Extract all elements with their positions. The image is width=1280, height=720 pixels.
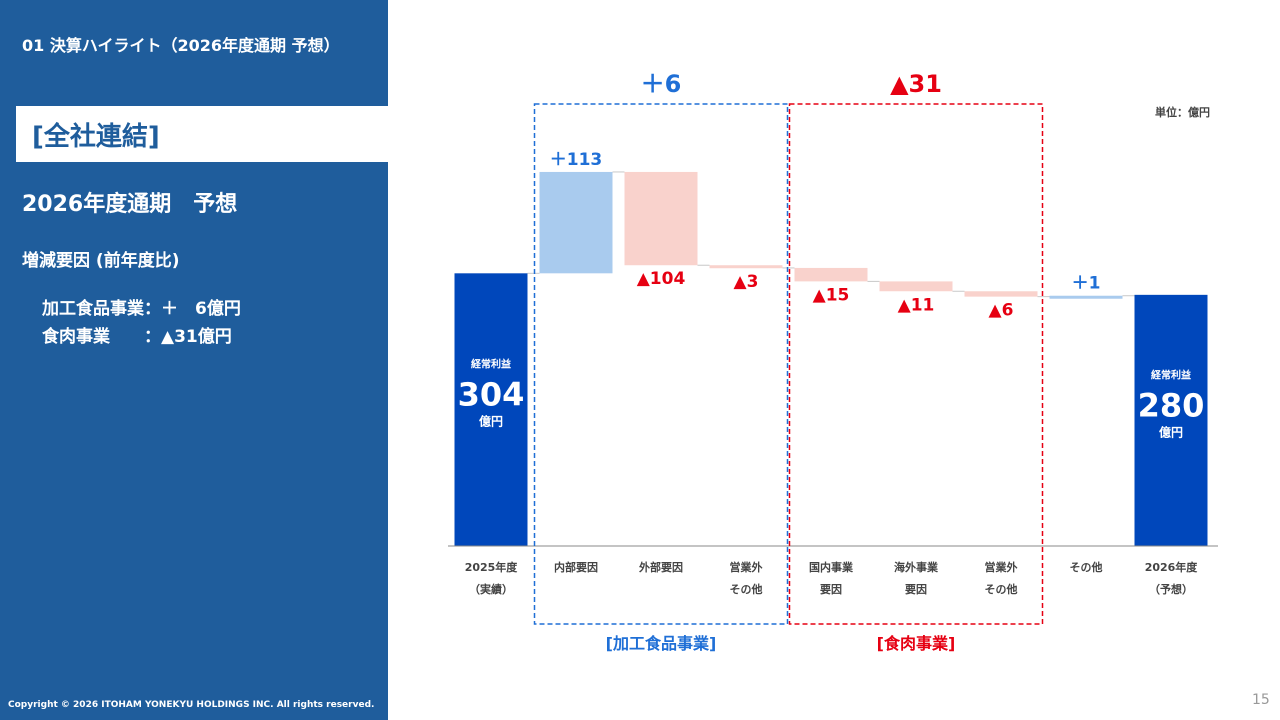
total-value-0: 304 <box>458 376 525 414</box>
section-title: 01 決算ハイライト（2026年度通期 予想） <box>22 36 340 55</box>
tick-label-4: 国内事業 <box>809 560 854 574</box>
tick-label-line2-3: その他 <box>730 582 763 596</box>
bar-4 <box>794 267 868 282</box>
factors-title: 増減要因 (前年度比) <box>22 251 180 271</box>
bar-6 <box>964 291 1038 297</box>
total-unit-0: 億円 <box>479 414 503 429</box>
total-value-8: 280 <box>1138 386 1205 424</box>
tick-label-line2-8: （予想） <box>1149 582 1193 596</box>
value-label-3: ▲3 <box>734 272 759 292</box>
scope-box: [全社連結] <box>16 106 388 162</box>
value-label-4: ▲15 <box>813 285 850 305</box>
page-number: 15 <box>1252 692 1270 708</box>
value-label-1: ＋113 <box>550 150 603 170</box>
group-name-0: [加工食品事業] <box>606 634 717 653</box>
tick-label-6: 営業外 <box>985 560 1018 574</box>
bar-3 <box>709 265 783 269</box>
tick-label-line2-4: 要因 <box>820 583 842 596</box>
bar-2 <box>624 171 698 266</box>
tick-label-2: 外部要因 <box>638 560 683 574</box>
tick-label-line2-5: 要因 <box>905 583 927 596</box>
value-label-5: ▲11 <box>898 295 935 315</box>
group-subtotal-0: ＋6 <box>641 70 682 98</box>
tick-label-line2-6: その他 <box>985 582 1018 596</box>
bar-7 <box>1049 295 1123 299</box>
factor-meat: 食肉事業 ：▲31億円 <box>42 327 232 347</box>
bar-1 <box>539 171 613 274</box>
tick-label-5: 海外事業 <box>894 560 939 574</box>
factor-processed-foods: 加工食品事業：＋ 6億円 <box>42 299 241 319</box>
period-title: 2026年度通期 予想 <box>22 192 238 217</box>
bar-0 <box>454 273 528 546</box>
tick-label-3: 営業外 <box>730 560 763 574</box>
group-box-0 <box>533 103 789 625</box>
value-label-2: ▲104 <box>637 269 686 289</box>
tick-label-1: 内部要因 <box>554 560 598 574</box>
tick-label-8: 2026年度 <box>1145 560 1199 574</box>
bar-8 <box>1134 294 1208 546</box>
total-caption-0: 経常利益 <box>471 358 511 371</box>
group-box-1 <box>788 103 1044 625</box>
sidebar: 01 決算ハイライト（2026年度通期 予想） [全社連結] 2026年度通期 … <box>0 0 388 720</box>
total-caption-8: 経常利益 <box>1151 368 1191 381</box>
value-label-6: ▲6 <box>989 301 1014 321</box>
bar-5 <box>879 281 953 292</box>
scope-label: [全社連結] <box>32 121 160 152</box>
tick-label-0: 2025年度 <box>465 560 519 574</box>
group-name-1: [食肉事業] <box>877 634 956 653</box>
tick-label-7: その他 <box>1070 560 1103 574</box>
tick-label-line2-0: （実績） <box>469 582 513 596</box>
copyright: Copyright © 2026 ITOHAM YONEKYU HOLDINGS… <box>8 700 375 710</box>
group-subtotal-1: ▲31 <box>890 70 942 98</box>
total-unit-8: 億円 <box>1159 424 1183 439</box>
value-label-7: ＋1 <box>1072 274 1101 294</box>
unit-label: 単位：億円 <box>1155 105 1210 119</box>
